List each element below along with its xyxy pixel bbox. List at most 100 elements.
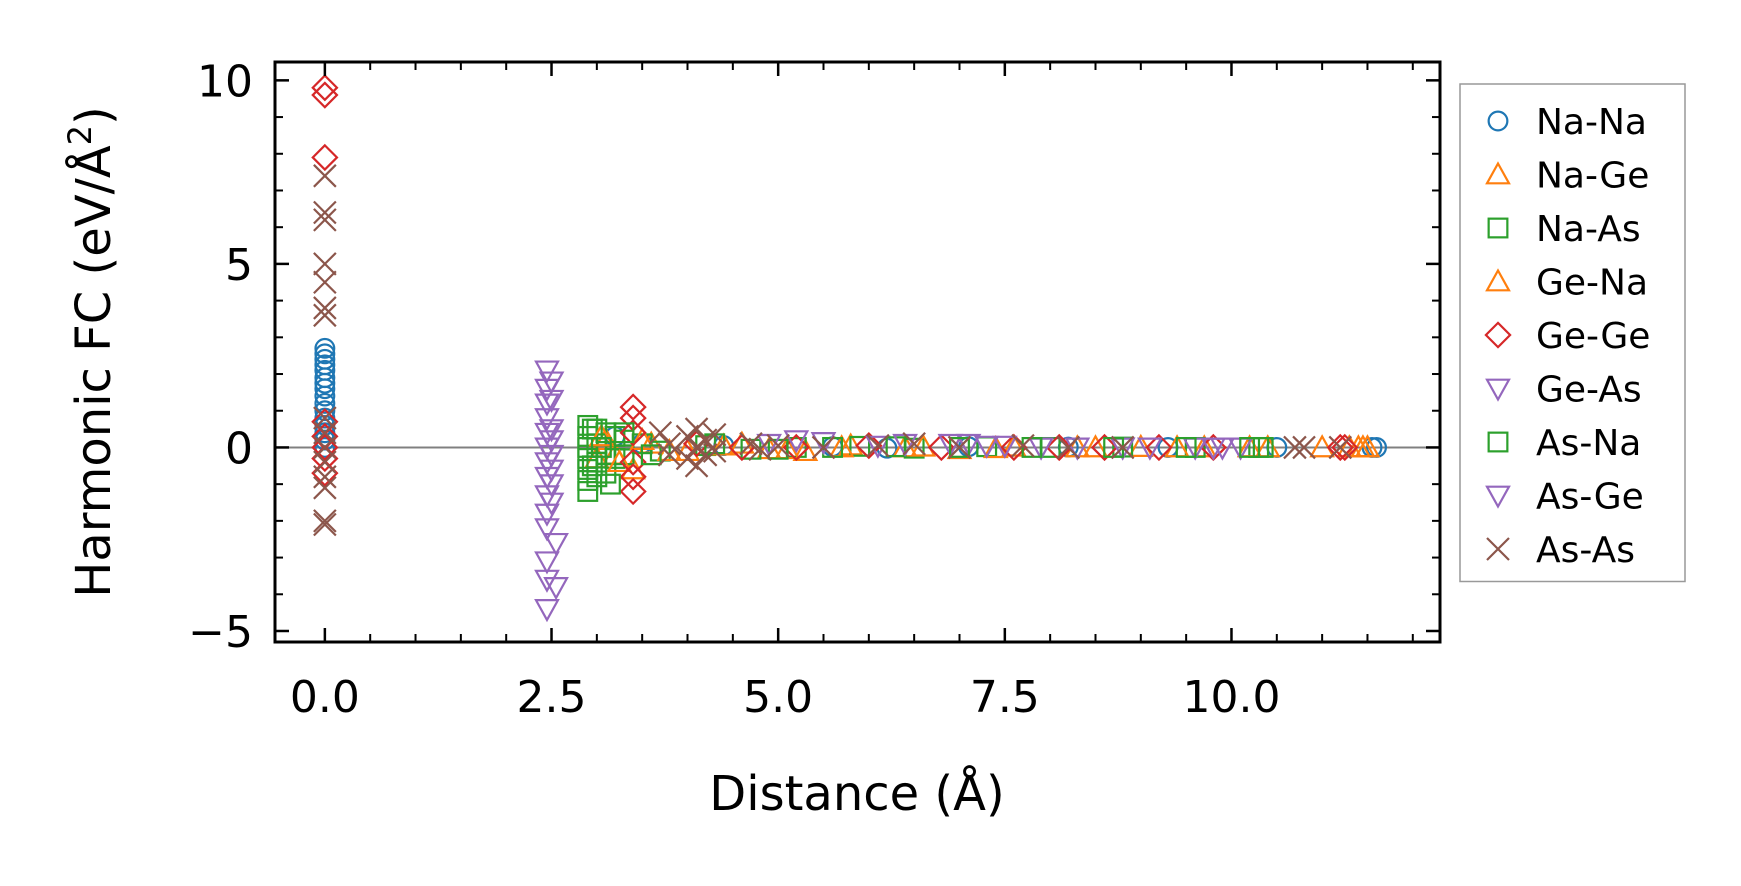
x-tick-label: 10.0 [1182,672,1280,723]
data-point [1011,433,1035,458]
data-point [313,270,337,295]
legend-marker [1487,431,1509,453]
data-point [1110,435,1135,460]
data-point [311,143,339,172]
data-point [313,208,337,232]
x-tick-label: 5.0 [743,672,813,723]
data-point [783,430,810,454]
data-point [538,430,565,454]
data-point [693,443,718,467]
data-point [702,422,727,447]
legend-label: Ge-Na [1536,263,1648,304]
data-point [534,551,560,575]
data-point [1175,436,1197,458]
data-point [538,459,565,483]
data-point [1252,436,1274,458]
data-point [1056,435,1081,460]
legend-label: Ge-As [1536,370,1642,411]
data-point [314,392,336,414]
data-point [314,378,336,400]
series-as-as [313,164,1353,537]
data-point [313,476,337,500]
data-point [648,420,673,445]
data-point [619,463,647,491]
legend-box [1459,83,1686,583]
data-point [314,337,336,359]
data-point [313,509,337,533]
series-na-as [577,414,1270,502]
data-point [640,444,662,466]
data-point [613,422,635,444]
data-point [313,252,337,276]
legend-marker [1487,217,1509,239]
data-point [1127,433,1154,457]
data-point [991,435,1018,459]
legend-marker [1485,268,1511,292]
x-tick-label: 2.5 [517,672,587,723]
data-point [313,303,337,328]
data-point [910,433,937,457]
legend-marker [1485,485,1511,509]
data-point [534,569,560,593]
data-point [1137,437,1163,461]
data-point [534,599,560,623]
data-point [314,385,336,407]
data-point [313,512,337,537]
legend-label: Na-Ge [1536,156,1649,197]
data-point [538,492,565,516]
legend-marker [1484,321,1512,349]
data-point [588,423,615,447]
data-point [538,474,565,498]
data-point [538,419,565,443]
data-point [534,518,560,542]
legend-marker [1485,161,1511,185]
data-point [599,473,621,495]
data-point [314,436,336,458]
data-point [702,439,727,463]
data-point [657,431,682,456]
y-tick-label: 10 [197,56,253,107]
data-point [543,532,569,557]
data-point [1045,433,1073,462]
data-point [866,433,890,458]
data-point [947,435,972,460]
legend-marker [1487,110,1509,132]
data-point [865,435,891,459]
y-tick-label: 5 [225,240,253,291]
data-point [534,408,560,432]
data-point [1292,435,1316,460]
data-point [534,360,560,384]
data-point [902,431,926,456]
data-point [311,81,339,109]
data-point [538,371,565,395]
legend-label: As-Na [1536,423,1641,464]
data-point [314,400,336,422]
x-tick-label: 0.0 [290,672,360,723]
legend-label: Ge-Ge [1536,316,1650,357]
data-point [1145,433,1173,462]
data-point [543,577,569,601]
x-axis-label: Distance (Å) [709,765,1004,822]
data-point [1239,436,1261,458]
data-point [855,431,883,460]
data-point [1345,434,1372,458]
data-point [710,432,737,456]
data-point [313,296,337,320]
legend: Na-Na Na-Ge Na-As Ge-Na Ge-Ge Ge-As As-Na As-Ge… [1459,83,1686,583]
data-point [766,433,790,458]
y-axis-label: Harmonic FC (eV/Å2) [61,106,122,598]
data-point [684,417,709,441]
data-point [1082,434,1109,458]
data-point [314,343,336,365]
legend-marker [1485,378,1511,402]
plot-frame [273,60,1442,644]
data-point [311,459,339,487]
data-point [684,454,709,478]
data-point [590,436,612,458]
data-point [1328,435,1353,460]
data-point [949,436,970,458]
legend-marker [1486,537,1510,561]
data-point [313,465,337,489]
data-point [538,444,565,469]
legend-label: As-As [1536,530,1635,571]
